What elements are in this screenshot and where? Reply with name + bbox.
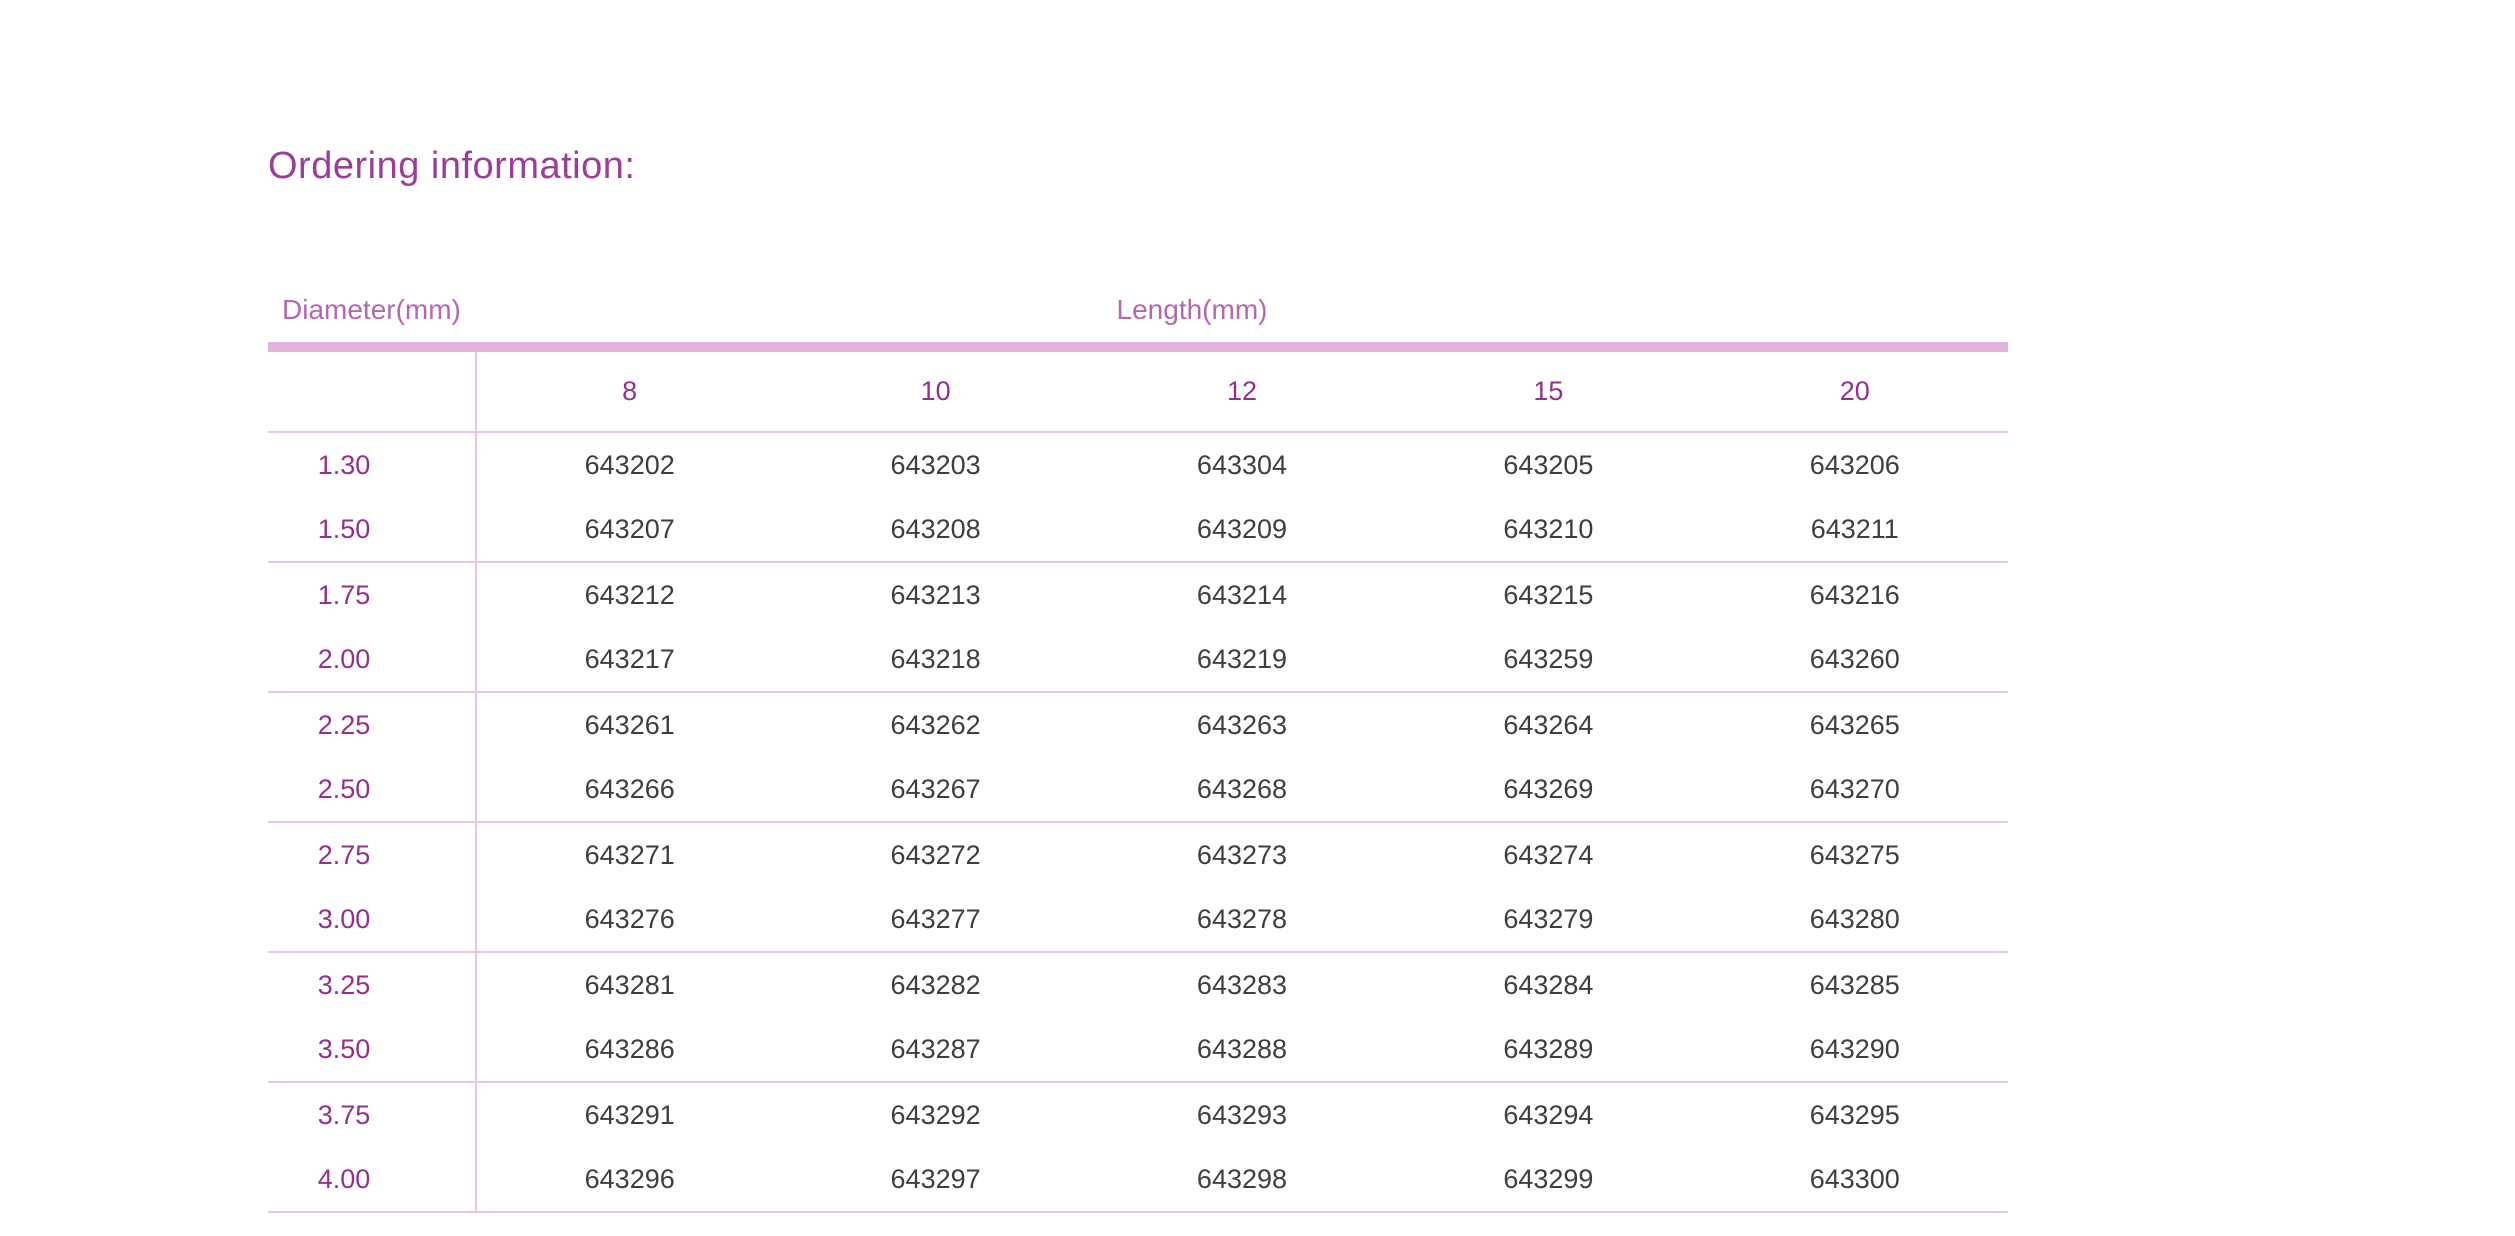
- order-code: 643216: [1809, 579, 1900, 610]
- order-code: 643304: [1196, 449, 1288, 480]
- diameter-value: 2.75: [317, 839, 371, 870]
- order-code: 643297: [782, 1147, 1089, 1213]
- order-code: 643277: [782, 887, 1089, 953]
- order-code: 643282: [890, 969, 981, 1000]
- order-code: 643263: [1196, 709, 1288, 740]
- diameter-value: 1.50: [268, 497, 476, 563]
- order-code: 643205: [1503, 449, 1594, 480]
- table-row: 3.25 643281 643282 643283 643284 643285: [268, 952, 2008, 1017]
- table-row: 3.00 643276 643277 643278 643279 643280: [268, 887, 2008, 953]
- order-code: 643285: [1809, 969, 1900, 1000]
- order-code: 643211: [1701, 497, 2008, 563]
- diameter-value: 1.30: [317, 449, 371, 480]
- diameter-value: 3.50: [268, 1017, 476, 1083]
- order-code: 643260: [1701, 627, 2008, 693]
- order-code: 643284: [1503, 969, 1594, 1000]
- order-code: 643266: [474, 757, 783, 823]
- order-code: 643207: [474, 497, 783, 563]
- diameter-value: 4.00: [268, 1147, 476, 1213]
- order-code: 643275: [1809, 839, 1900, 870]
- order-code: 643291: [474, 1082, 783, 1147]
- order-code: 643213: [890, 579, 981, 610]
- table-row: 2.75 643271 643272 643273 643274 643275: [268, 822, 2008, 887]
- diameter-value: 2.00: [268, 627, 476, 693]
- order-code: 643286: [474, 1017, 783, 1083]
- order-code: 643293: [1196, 1099, 1288, 1130]
- table-row: 1.30 643202 643203 643304 643205 643206: [268, 432, 2008, 497]
- order-code: 643210: [1395, 497, 1702, 563]
- order-code: 643287: [782, 1017, 1089, 1083]
- ordering-table-grid: Diameter(mm) Length(mm) 8 10 12 15 20 1.30 64…: [268, 260, 2008, 1213]
- order-code: 643265: [1809, 709, 1900, 740]
- order-code: 643289: [1395, 1017, 1702, 1083]
- order-code: 643279: [1395, 887, 1702, 953]
- order-code: 643212: [474, 562, 783, 627]
- order-code: 643215: [1503, 579, 1594, 610]
- order-code: 643268: [1088, 757, 1396, 823]
- order-code: 643203: [890, 449, 981, 480]
- length-col-header-20: 20: [1701, 347, 2008, 433]
- table-row: 1.75 643212 643213 643214 643215 643216: [268, 562, 2008, 627]
- order-code: 643259: [1395, 627, 1702, 693]
- order-code: 643296: [474, 1147, 783, 1213]
- order-code: 643290: [1701, 1017, 2008, 1083]
- order-code: 643273: [1196, 839, 1288, 870]
- diameter-value: 3.00: [268, 887, 476, 953]
- order-code: 643288: [1088, 1017, 1396, 1083]
- table-row: 3.50 643286 643287 643288 643289 643290: [268, 1017, 2008, 1083]
- order-code: 643262: [890, 709, 981, 740]
- diameter-value: 2.25: [317, 709, 371, 740]
- order-code: 643209: [1088, 497, 1396, 563]
- order-code: 643299: [1395, 1147, 1702, 1213]
- order-code: 643202: [474, 432, 783, 497]
- table-row: 4.00 643296 643297 643298 643299 643300: [268, 1147, 2008, 1213]
- order-code: 643283: [1196, 969, 1288, 1000]
- order-code: 643218: [782, 627, 1089, 693]
- order-code: 643280: [1701, 887, 2008, 953]
- order-code: 643217: [474, 627, 783, 693]
- order-code: 643269: [1395, 757, 1702, 823]
- order-code: 643261: [474, 692, 783, 757]
- order-code: 643281: [474, 952, 783, 1017]
- length-column-headers: 8 10 12 15 20: [268, 347, 2008, 433]
- length-col-header-8: 8: [474, 347, 783, 433]
- order-code: 643295: [1809, 1099, 1900, 1130]
- table-header-labels: Diameter(mm) Length(mm): [268, 260, 2008, 352]
- order-code: 643294: [1503, 1099, 1594, 1130]
- length-col-header-12: 12: [1088, 347, 1396, 433]
- order-code: 643272: [890, 839, 981, 870]
- order-code: 643278: [1088, 887, 1396, 953]
- order-code: 643298: [1088, 1147, 1396, 1213]
- order-code: 643219: [1088, 627, 1396, 693]
- page-title: Ordering information:: [268, 145, 636, 187]
- order-code: 643270: [1701, 757, 2008, 823]
- table-row: 2.00 643217 643218 643219 643259 643260: [268, 627, 2008, 693]
- order-code: 643208: [782, 497, 1089, 563]
- order-code: 643300: [1701, 1147, 2008, 1213]
- order-code: 643267: [782, 757, 1089, 823]
- ordering-table: Diameter(mm) Length(mm) 8 10 12 15 20 1.30 64…: [268, 260, 2008, 1213]
- diameter-value: 2.50: [268, 757, 476, 823]
- order-code: 643264: [1503, 709, 1594, 740]
- diameter-header: Diameter(mm): [268, 260, 476, 352]
- order-code: 643206: [1809, 449, 1900, 480]
- table-row: 2.25 643261 643262 643263 643264 643265: [268, 692, 2008, 757]
- order-code: 643214: [1196, 579, 1288, 610]
- length-col-header-10: 10: [782, 347, 1089, 433]
- length-header: Length(mm): [476, 260, 2008, 352]
- diameter-value: 3.75: [317, 1099, 371, 1130]
- order-code: 643271: [474, 822, 783, 887]
- table-row: 3.75 643291 643292 643293 643294 643295: [268, 1082, 2008, 1147]
- order-code: 643292: [890, 1099, 981, 1130]
- diameter-value: 1.75: [317, 579, 371, 610]
- order-code: 643274: [1503, 839, 1594, 870]
- table-row: 2.50 643266 643267 643268 643269 643270: [268, 757, 2008, 823]
- length-col-header-15: 15: [1395, 347, 1702, 433]
- diameter-value: 3.25: [317, 969, 371, 1000]
- order-code: 643276: [474, 887, 783, 953]
- table-row: 1.50 643207 643208 643209 643210 643211: [268, 497, 2008, 563]
- empty-corner-cell: [268, 347, 476, 433]
